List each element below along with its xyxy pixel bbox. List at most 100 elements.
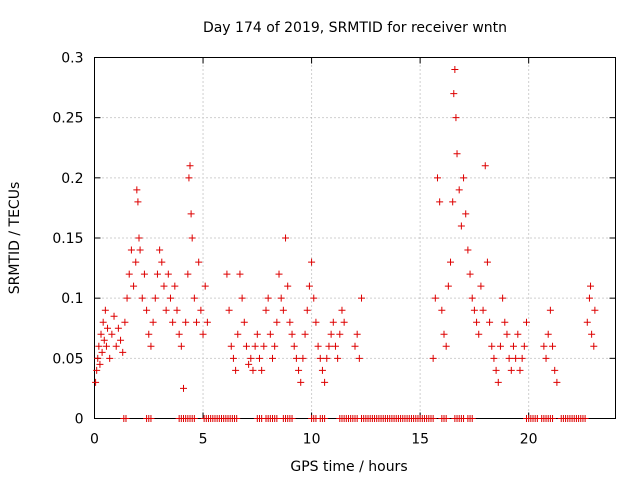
data-point [336, 330, 344, 338]
data-point [182, 318, 190, 326]
data-point [264, 294, 272, 302]
data-point [516, 366, 524, 374]
data-point [145, 330, 153, 338]
data-point [338, 306, 346, 314]
data-point [442, 342, 450, 350]
y-tick-label: 0.25 [52, 111, 83, 127]
data-point [147, 415, 155, 422]
data-point [94, 354, 102, 362]
data-point [509, 342, 517, 350]
data-point [262, 306, 270, 314]
data-point [468, 415, 476, 422]
data-point [486, 318, 494, 326]
data-point [195, 258, 203, 266]
data-point [98, 348, 106, 356]
data-point [187, 210, 195, 218]
data-point [186, 162, 194, 170]
data-point [233, 415, 241, 422]
data-point [442, 415, 450, 422]
y-tick-label: 0.15 [52, 231, 83, 247]
data-point [253, 330, 261, 338]
data-point [175, 330, 183, 338]
data-point [587, 282, 595, 290]
data-point [153, 270, 161, 278]
data-point [321, 415, 329, 422]
data-point [177, 342, 185, 350]
y-tick-label: 0.3 [61, 51, 83, 67]
data-point [462, 210, 470, 218]
data-point [225, 306, 233, 314]
data-point [522, 318, 530, 326]
data-point [138, 294, 146, 302]
data-point [93, 366, 101, 374]
x-tick-label: 0 [90, 432, 99, 448]
data-point [122, 415, 130, 422]
grid-layer [94, 57, 616, 419]
data-point [492, 366, 500, 374]
data-point [295, 366, 303, 374]
data-point [133, 186, 141, 194]
data-point [112, 342, 120, 350]
x-tick-label: 20 [520, 432, 538, 448]
data-point [331, 342, 339, 350]
data-point [518, 354, 526, 362]
data-point [479, 306, 487, 314]
data-point [247, 354, 255, 362]
data-point [92, 378, 100, 386]
data-point [232, 366, 240, 374]
data-point [184, 270, 192, 278]
data-point [149, 318, 157, 326]
data-point [240, 318, 248, 326]
data-point [121, 318, 129, 326]
data-point [169, 318, 177, 326]
data-point [185, 174, 193, 182]
data-point [251, 342, 259, 350]
data-point [542, 354, 550, 362]
data-point [284, 282, 292, 290]
data-point [95, 342, 103, 350]
data-point [329, 318, 337, 326]
data-point [353, 330, 361, 338]
marker-layer [92, 66, 599, 422]
data-point [223, 270, 231, 278]
y-axis-label: SRMTID / TECUs [7, 182, 23, 295]
data-point [99, 318, 107, 326]
data-point [156, 246, 164, 254]
data-point [325, 342, 333, 350]
data-point [475, 330, 483, 338]
data-point [340, 318, 348, 326]
data-point [102, 342, 110, 350]
data-point [455, 186, 463, 194]
data-point [180, 384, 188, 392]
data-point [450, 90, 458, 98]
data-point [358, 294, 366, 302]
data-point [308, 258, 316, 266]
y-tick-label: 0.05 [52, 351, 83, 367]
data-point [549, 342, 557, 350]
data-point [470, 306, 478, 314]
data-point [260, 342, 268, 350]
data-point [158, 258, 166, 266]
data-point [199, 330, 207, 338]
data-point [303, 306, 311, 314]
data-point [591, 306, 599, 314]
data-point [166, 294, 174, 302]
data-point [429, 415, 437, 422]
data-point [327, 330, 335, 338]
data-point [238, 294, 246, 302]
data-point [273, 318, 281, 326]
data-point [312, 318, 320, 326]
data-point [288, 330, 296, 338]
data-point [316, 354, 324, 362]
data-point [477, 282, 485, 290]
data-point [227, 342, 235, 350]
data-point [110, 312, 118, 320]
data-point [125, 270, 133, 278]
data-point [512, 354, 520, 362]
data-point [588, 330, 596, 338]
data-point [464, 246, 472, 254]
y-tick-label: 0.2 [61, 171, 83, 187]
chart-title: Day 174 of 2019, SRMTID for receiver wnt… [203, 20, 507, 36]
data-point [585, 294, 593, 302]
data-point [305, 282, 313, 290]
